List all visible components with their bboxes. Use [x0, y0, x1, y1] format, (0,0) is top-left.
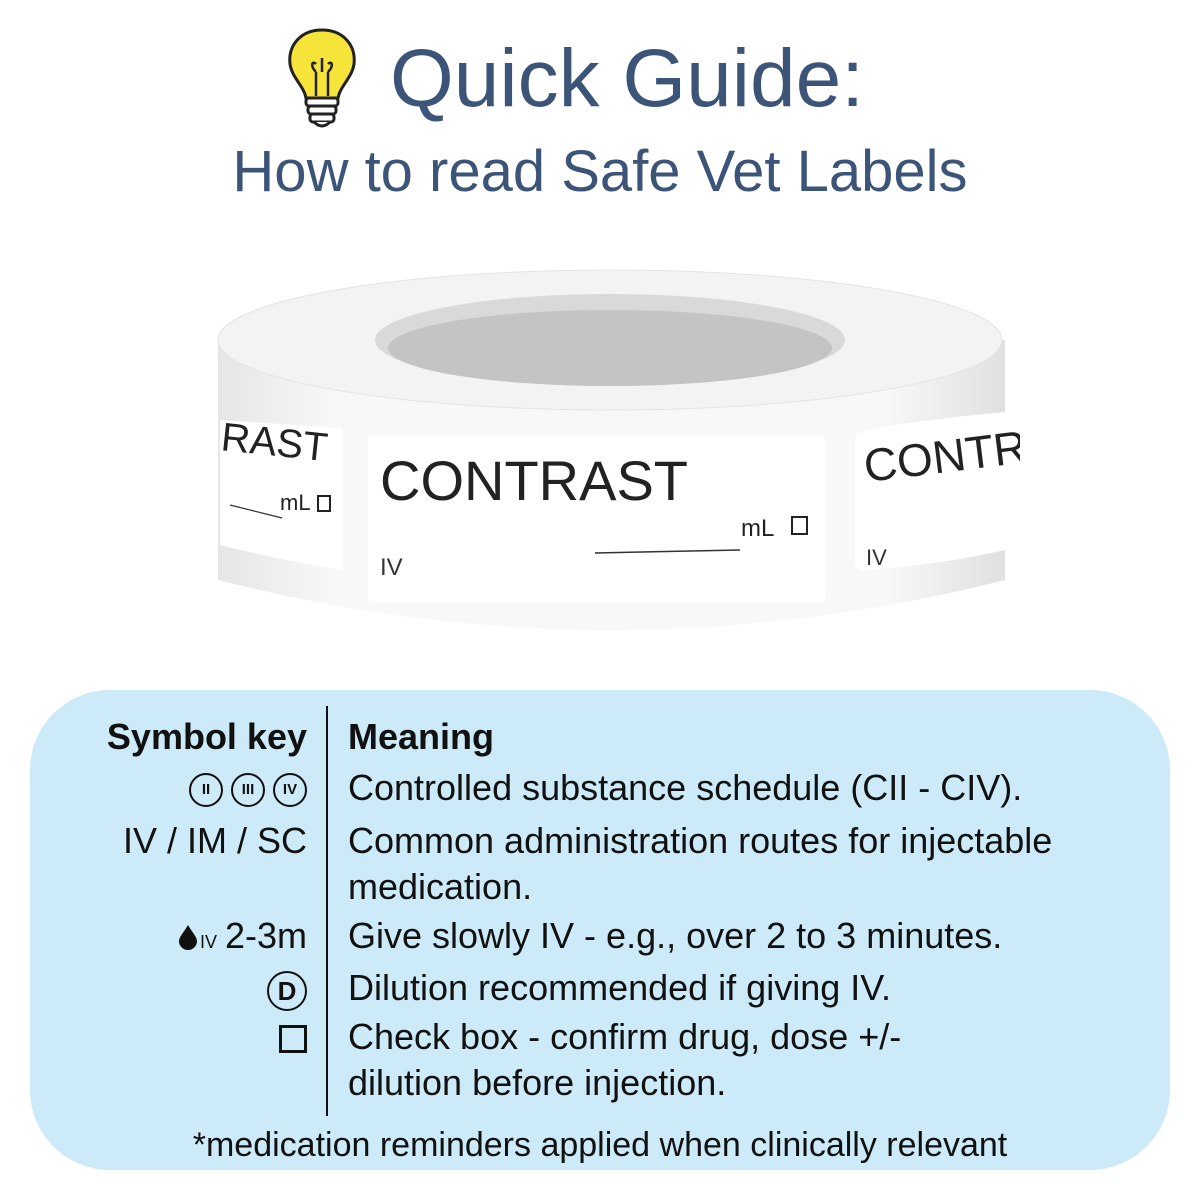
- slow-iv-symbol: IV 2-3m: [178, 913, 307, 965]
- schedule-iv-icon: IV: [273, 773, 307, 808]
- meaning-header: Meaning: [348, 716, 495, 757]
- label-drug-name: CONTRAST: [380, 449, 688, 512]
- dilution-meaning: Dilution recommended if giving IV.: [348, 967, 891, 1008]
- footnote: *medication reminders applied when clini…: [192, 1126, 1008, 1164]
- label-route-right: IV: [866, 545, 887, 570]
- drop-icon: [178, 925, 197, 950]
- schedule-meaning: Controlled substance schedule (CII - CIV…: [348, 767, 1023, 808]
- page-title: Quick Guide:: [390, 33, 864, 124]
- page-subtitle: How to read Safe Vet Labels: [232, 139, 968, 204]
- schedule-symbols: II III IV: [189, 765, 307, 811]
- label-unit-left: mL: [280, 490, 311, 515]
- label-checkbox-icon: [791, 516, 808, 535]
- checkbox-symbol: [279, 1014, 307, 1060]
- schedule-ii-icon: II: [189, 773, 223, 808]
- dilution-symbol: D: [267, 965, 307, 1011]
- label-unit: mL: [741, 515, 774, 542]
- dilution-icon: D: [267, 971, 307, 1011]
- slow-iv-meaning: Give slowly IV - e.g., over 2 to 3 minut…: [348, 915, 1003, 956]
- symbol-key-header: Symbol key: [106, 716, 307, 757]
- label-roll-image: CONTRAST IV mL RAST mL CONTRAST IV: [217, 269, 1020, 630]
- column-divider: [326, 706, 328, 1116]
- checkbox-icon: [279, 1025, 307, 1054]
- label-route: IV: [380, 554, 403, 581]
- schedule-iii-icon: III: [231, 773, 265, 808]
- checkbox-meaning: Check box - confirm drug, dose +/- dilut…: [348, 1016, 902, 1103]
- slow-iv-duration: 2-3m: [224, 915, 307, 956]
- symbol-key-panel: [30, 690, 1170, 1170]
- slow-iv-route: IV: [199, 932, 217, 952]
- lightbulb-icon: [288, 28, 356, 128]
- routes-meaning: Common administration routes for injecta…: [348, 820, 1053, 907]
- routes-symbol: IV / IM / SC: [122, 820, 307, 861]
